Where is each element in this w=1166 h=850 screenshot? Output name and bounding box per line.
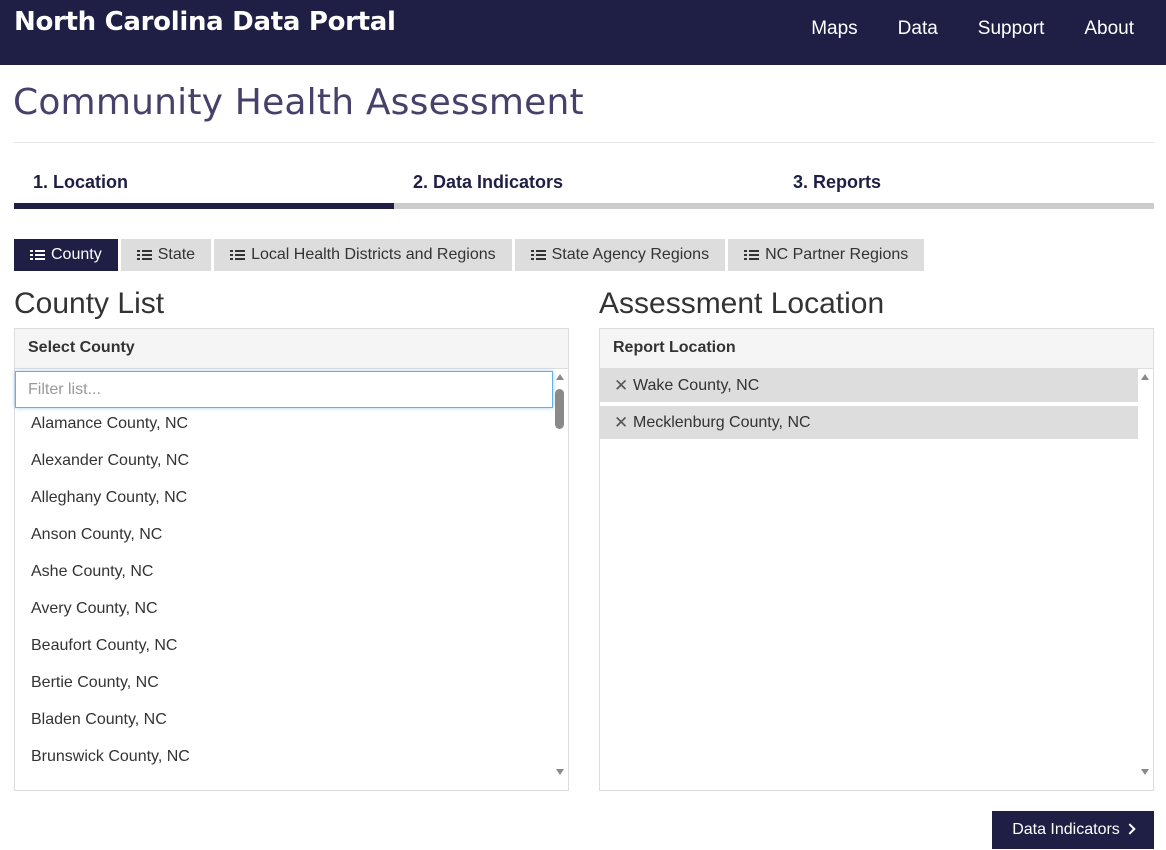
tab-state-label: State: [157, 246, 196, 263]
scrollbar-thumb[interactable]: [555, 389, 564, 429]
selected-location-list: ✕ Wake County, NC ✕ Mecklenburg County, …: [600, 369, 1138, 443]
list-item[interactable]: Alleghany County, NC: [31, 489, 188, 506]
tab-state[interactable]: State: [120, 239, 212, 271]
list-icon: [230, 249, 246, 261]
step-data-indicators[interactable]: 2. Data Indicators: [394, 160, 774, 209]
close-icon[interactable]: ✕: [614, 376, 629, 395]
list-item[interactable]: Alexander County, NC: [31, 452, 189, 469]
nav-item-maps[interactable]: Maps: [811, 18, 858, 39]
geography-tabs: County State Local Health Districts and …: [14, 239, 925, 271]
list-item[interactable]: Ashe County, NC: [31, 563, 154, 580]
scroll-up-arrow-icon[interactable]: [1141, 374, 1149, 380]
scroll-down-arrow-icon[interactable]: [556, 769, 564, 775]
tab-local-health-districts-label: Local Health Districts and Regions: [251, 246, 496, 263]
list-item[interactable]: Bertie County, NC: [31, 674, 159, 691]
title-divider: [14, 142, 1154, 143]
wizard-steps: 1. Location 2. Data Indicators 3. Report…: [14, 160, 1154, 209]
location-label: Mecklenburg County, NC: [633, 414, 811, 431]
tab-county-label: County: [51, 246, 102, 263]
list-icon: [30, 249, 45, 261]
nav-item-data[interactable]: Data: [897, 18, 938, 39]
scroll-up-arrow-icon[interactable]: [556, 374, 564, 380]
main-nav: Maps Data Support About: [791, 0, 1166, 65]
scroll-down-arrow-icon[interactable]: [1141, 769, 1149, 775]
step-reports[interactable]: 3. Reports: [774, 160, 1154, 209]
county-filter-input[interactable]: [15, 371, 553, 408]
tab-county[interactable]: County: [14, 239, 118, 271]
next-button-label: Data Indicators: [1012, 821, 1120, 838]
select-county-header: Select County: [15, 329, 568, 369]
location-label: Wake County, NC: [633, 377, 760, 394]
report-location-header: Report Location: [600, 329, 1153, 369]
county-list-scrollbar[interactable]: [553, 371, 567, 781]
tab-nc-partner-regions-label: NC Partner Regions: [765, 246, 909, 263]
list-icon: [530, 249, 546, 261]
nav-item-about[interactable]: About: [1084, 18, 1134, 39]
report-location-scrollbar[interactable]: [1138, 373, 1152, 783]
data-indicators-next-button[interactable]: Data Indicators: [992, 811, 1154, 849]
step-location[interactable]: 1. Location: [14, 160, 394, 209]
county-list: Alamance County, NC Alexander County, NC…: [15, 408, 555, 778]
brand-logo-text[interactable]: North Carolina Data Portal: [14, 7, 396, 37]
list-item[interactable]: Brunswick County, NC: [31, 748, 190, 765]
chevron-right-icon: [1124, 823, 1136, 835]
page-title: Community Health Assessment: [13, 82, 584, 123]
list-item[interactable]: ✕ Wake County, NC: [600, 369, 1138, 402]
list-icon: [744, 249, 760, 261]
list-item[interactable]: ✕ Mecklenburg County, NC: [600, 406, 1138, 439]
county-list-panel: Select County Alamance County, NC Alexan…: [14, 328, 569, 791]
list-item[interactable]: Avery County, NC: [31, 600, 158, 617]
tab-nc-partner-regions[interactable]: NC Partner Regions: [728, 239, 925, 271]
list-item[interactable]: Bladen County, NC: [31, 711, 167, 728]
county-list-heading: County List: [14, 287, 165, 320]
list-item[interactable]: Anson County, NC: [31, 526, 163, 543]
assessment-location-panel: Report Location ✕ Wake County, NC ✕ Meck…: [599, 328, 1154, 791]
list-item[interactable]: Beaufort County, NC: [31, 637, 178, 654]
top-navbar: North Carolina Data Portal Maps Data Sup…: [0, 0, 1166, 65]
nav-item-support[interactable]: Support: [977, 18, 1045, 39]
assessment-location-heading: Assessment Location: [599, 287, 885, 320]
tab-local-health-districts[interactable]: Local Health Districts and Regions: [214, 239, 512, 271]
list-icon: [136, 249, 152, 261]
list-item[interactable]: Alamance County, NC: [31, 415, 189, 432]
tab-state-agency-regions[interactable]: State Agency Regions: [514, 239, 726, 271]
close-icon[interactable]: ✕: [614, 413, 629, 432]
tab-state-agency-regions-label: State Agency Regions: [551, 246, 710, 263]
